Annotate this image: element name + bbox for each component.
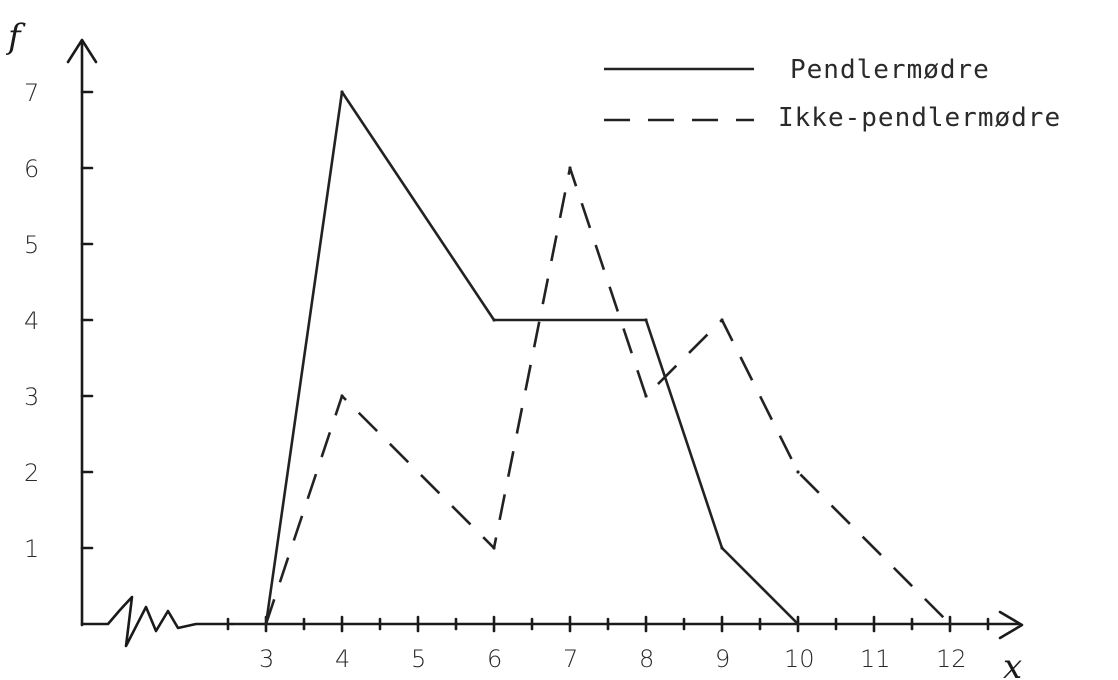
- data-point: [568, 166, 572, 170]
- y-tick-label: 4: [24, 307, 39, 335]
- y-tick-label: 3: [24, 383, 39, 411]
- data-point: [340, 394, 344, 398]
- x-tick-label: 9: [715, 645, 730, 673]
- legend-label-dashed: Ikke-pendlermødre: [778, 103, 1061, 133]
- data-point: [796, 470, 800, 474]
- x-tick-label: 7: [563, 645, 578, 673]
- x-tick-label: 5: [411, 645, 426, 673]
- data-point: [948, 622, 952, 626]
- series-layer: [264, 90, 952, 626]
- y-ticks: 1 2 3 4 5 6 7: [24, 79, 94, 563]
- legend: Pendlermødre Ikke-pendlermødre: [604, 55, 1061, 133]
- y-tick-label: 5: [24, 231, 39, 259]
- y-tick-label: 1: [24, 535, 39, 563]
- x-ticks: 3 4 5 6 7 8 9 10 11 12: [226, 615, 990, 673]
- y-tick-label: 7: [24, 79, 39, 107]
- data-point: [720, 318, 724, 322]
- y-axis-arrow: [66, 38, 98, 64]
- data-point: [340, 90, 344, 94]
- data-point: [644, 394, 648, 398]
- x-tick-label: 4: [335, 645, 350, 673]
- x-tick-label: 8: [639, 645, 654, 673]
- x-tick-label: 10: [784, 645, 815, 673]
- data-point: [492, 318, 496, 322]
- x-tick-label: 6: [487, 645, 502, 673]
- series-line-ikke-pendlermodre: [264, 166, 951, 625]
- data-point: [796, 622, 800, 626]
- x-tick-label: 3: [259, 645, 274, 673]
- x-axis-break: [80, 595, 234, 648]
- series-line-pendlermodre: [264, 90, 799, 625]
- x-tick-label: 12: [936, 645, 967, 673]
- x-axis-arrow: [998, 610, 1024, 640]
- y-tick-label: 6: [24, 155, 39, 183]
- y-axis-label: f: [5, 17, 26, 57]
- data-point: [644, 318, 648, 322]
- data-point: [264, 622, 268, 626]
- x-tick-label: 11: [860, 645, 891, 673]
- x-axis-label: x: [1003, 647, 1022, 680]
- data-point: [492, 546, 496, 550]
- y-tick-label: 2: [24, 459, 39, 487]
- axes: [66, 38, 1024, 648]
- legend-label-solid: Pendlermødre: [790, 55, 990, 85]
- data-point: [720, 546, 724, 550]
